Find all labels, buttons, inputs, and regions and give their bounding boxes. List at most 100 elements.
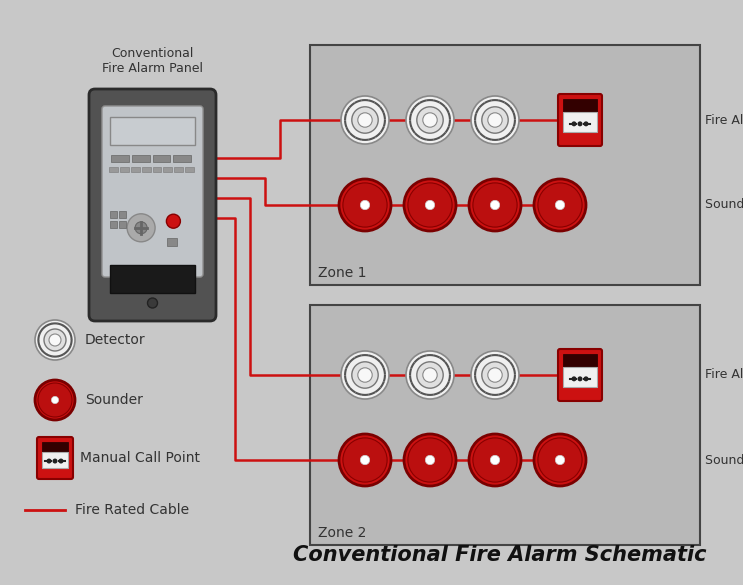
Circle shape	[408, 438, 452, 482]
Bar	[310, 305, 700, 545]
Circle shape	[351, 107, 378, 133]
Circle shape	[490, 455, 500, 464]
Bar	[131, 167, 140, 172]
Circle shape	[534, 434, 586, 486]
Text: Sounder: Sounder	[85, 393, 143, 407]
Bar	[563, 112, 597, 132]
Circle shape	[343, 183, 387, 227]
Text: Fire Alarm Zone 2: Fire Alarm Zone 2	[705, 369, 743, 381]
Bar	[142, 167, 151, 172]
Circle shape	[571, 121, 577, 126]
Bar	[111, 155, 129, 162]
Circle shape	[358, 368, 372, 382]
Text: Sounder Circuit 1: Sounder Circuit 1	[705, 198, 743, 212]
Circle shape	[166, 214, 181, 228]
Circle shape	[406, 351, 454, 399]
Circle shape	[577, 121, 583, 126]
Bar	[110, 117, 195, 145]
Circle shape	[406, 96, 454, 144]
Bar	[563, 99, 597, 112]
Bar	[310, 45, 700, 285]
FancyBboxPatch shape	[37, 437, 73, 479]
Circle shape	[339, 179, 391, 231]
Circle shape	[404, 179, 456, 231]
Circle shape	[538, 183, 582, 227]
Bar	[185, 167, 194, 172]
Circle shape	[408, 183, 452, 227]
Circle shape	[473, 183, 517, 227]
Circle shape	[404, 434, 456, 486]
Circle shape	[425, 455, 435, 464]
Bar	[110, 221, 117, 228]
Bar	[119, 221, 126, 228]
Circle shape	[583, 376, 588, 381]
Circle shape	[339, 434, 391, 486]
Circle shape	[488, 368, 502, 382]
Text: Detector: Detector	[85, 333, 146, 347]
Bar	[563, 354, 597, 367]
Bar	[110, 265, 195, 293]
Circle shape	[571, 376, 577, 381]
FancyBboxPatch shape	[558, 94, 602, 146]
Circle shape	[471, 351, 519, 399]
Text: Zone 1: Zone 1	[318, 266, 366, 280]
Circle shape	[47, 459, 51, 463]
Circle shape	[481, 362, 508, 388]
Circle shape	[534, 179, 586, 231]
Text: Fire Alarm Zone 1: Fire Alarm Zone 1	[705, 113, 743, 126]
Bar	[110, 211, 117, 218]
Bar	[163, 167, 172, 172]
Circle shape	[341, 96, 389, 144]
Circle shape	[555, 455, 565, 464]
Circle shape	[38, 383, 72, 417]
Circle shape	[35, 320, 75, 360]
Circle shape	[583, 121, 588, 126]
Circle shape	[488, 113, 502, 127]
Circle shape	[417, 107, 444, 133]
Circle shape	[555, 200, 565, 209]
Bar	[42, 442, 68, 453]
Circle shape	[135, 222, 147, 234]
Circle shape	[490, 200, 500, 209]
Circle shape	[538, 438, 582, 482]
Text: Zone 2: Zone 2	[318, 526, 366, 540]
Text: Conventional Fire Alarm Schematic: Conventional Fire Alarm Schematic	[293, 545, 707, 565]
Circle shape	[343, 438, 387, 482]
Bar	[109, 167, 118, 172]
Bar	[120, 167, 129, 172]
FancyBboxPatch shape	[89, 89, 216, 321]
Circle shape	[59, 459, 63, 463]
Bar	[42, 452, 68, 467]
Bar	[152, 155, 170, 162]
Circle shape	[481, 107, 508, 133]
Text: Conventional
Fire Alarm Panel: Conventional Fire Alarm Panel	[102, 47, 203, 75]
FancyBboxPatch shape	[102, 106, 203, 277]
Circle shape	[360, 200, 370, 209]
Bar	[563, 367, 597, 387]
Circle shape	[351, 362, 378, 388]
Bar	[166, 238, 177, 246]
Circle shape	[425, 200, 435, 209]
FancyBboxPatch shape	[558, 349, 602, 401]
Circle shape	[51, 397, 59, 404]
Circle shape	[127, 214, 155, 242]
Circle shape	[341, 351, 389, 399]
Bar	[175, 167, 183, 172]
Circle shape	[53, 459, 57, 463]
Circle shape	[49, 334, 61, 346]
Circle shape	[417, 362, 444, 388]
Circle shape	[360, 455, 370, 464]
Bar	[119, 211, 126, 218]
Circle shape	[148, 298, 158, 308]
Text: Sounder Circuit 2: Sounder Circuit 2	[705, 453, 743, 466]
Circle shape	[44, 329, 66, 351]
Circle shape	[577, 376, 583, 381]
Circle shape	[471, 96, 519, 144]
Circle shape	[469, 434, 521, 486]
Circle shape	[358, 113, 372, 127]
Circle shape	[35, 380, 75, 420]
Bar	[152, 167, 161, 172]
Text: Fire Rated Cable: Fire Rated Cable	[75, 503, 189, 517]
Bar	[132, 155, 149, 162]
Circle shape	[469, 179, 521, 231]
